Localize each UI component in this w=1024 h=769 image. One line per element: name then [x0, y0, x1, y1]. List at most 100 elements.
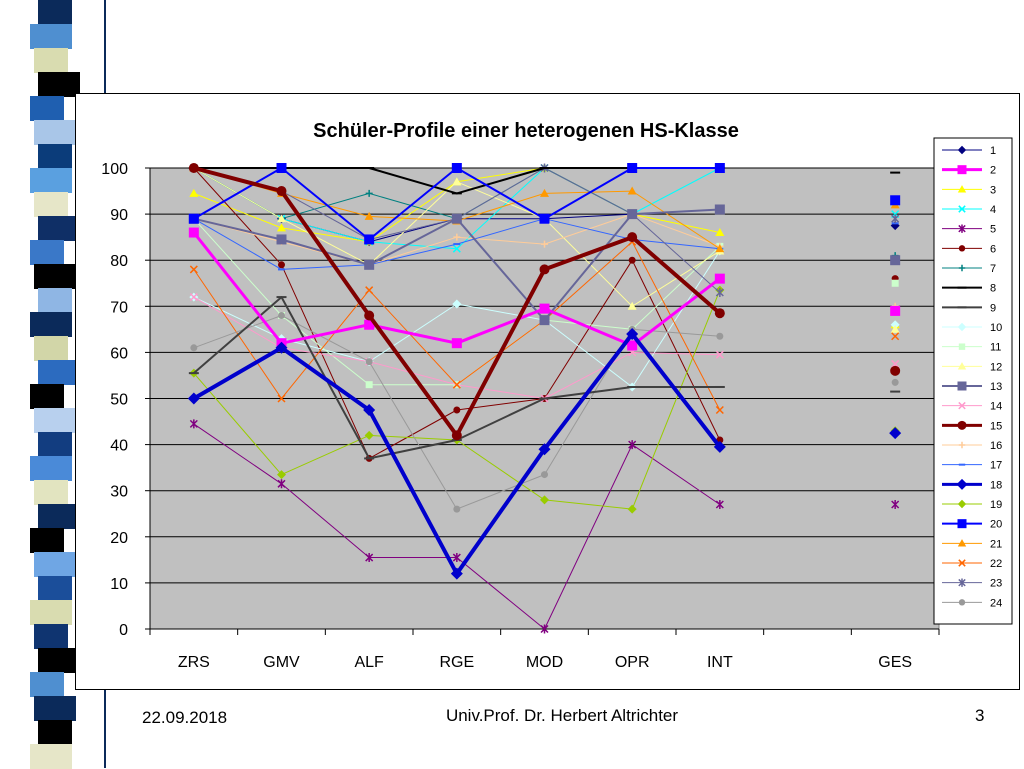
data-point [275, 341, 288, 354]
data-point [189, 419, 198, 429]
y-tick-label: 60 [110, 345, 128, 362]
data-point [278, 261, 285, 269]
strip-block [38, 72, 80, 97]
data-point [451, 338, 462, 349]
data-point [714, 308, 725, 319]
y-tick-label: 90 [110, 207, 128, 224]
y-tick-label: 20 [110, 530, 128, 547]
data-point [890, 320, 900, 330]
legend-entry-label: 10 [990, 322, 1002, 334]
data-point [713, 440, 726, 453]
legend-swatch-marker [958, 559, 966, 567]
data-point [540, 624, 549, 634]
strip-block [38, 720, 72, 745]
strip-block [38, 432, 72, 457]
data-point [278, 312, 285, 320]
data-point [365, 286, 374, 295]
y-tick-label: 80 [110, 253, 128, 270]
legend-entry-label: 12 [990, 361, 1002, 373]
data-point [451, 163, 462, 173]
x-tick-label: RGE [439, 654, 474, 671]
data-point [364, 259, 375, 270]
legend-entry-label: 19 [990, 499, 1002, 511]
data-point [277, 394, 286, 403]
data-point [190, 344, 198, 352]
strip-block [34, 696, 76, 721]
data-point [187, 392, 200, 405]
strip-block [34, 408, 76, 433]
legend-swatch-marker [957, 185, 967, 193]
data-point [715, 228, 725, 237]
data-point [365, 189, 373, 197]
legend-entry-label: 4 [990, 204, 996, 216]
strip-block [34, 120, 76, 145]
data-point [365, 553, 374, 563]
legend-entry-label: 2 [990, 165, 996, 177]
data-point [364, 319, 375, 330]
data-point [452, 553, 461, 563]
strip-block [38, 648, 80, 673]
strip-block [34, 552, 76, 577]
data-point [364, 430, 374, 440]
data-point [890, 324, 900, 333]
data-point [188, 227, 199, 238]
data-point [539, 303, 550, 314]
data-point [189, 265, 198, 274]
data-point [452, 177, 462, 186]
legend-swatch-marker [958, 599, 966, 606]
data-point [890, 365, 901, 376]
data-point [538, 443, 551, 456]
legend-entry-label: 14 [990, 401, 1002, 413]
data-point [453, 406, 461, 414]
data-point [715, 244, 725, 253]
data-point [627, 340, 638, 351]
legend-entry-label: 16 [990, 440, 1002, 452]
legend-entry-label: 18 [990, 479, 1002, 491]
data-point [626, 327, 639, 340]
data-point [277, 223, 286, 232]
series-5 [189, 419, 900, 634]
legend-swatch-marker [956, 478, 968, 490]
legend-entry-label: 13 [990, 381, 1002, 393]
strip-block [38, 144, 72, 169]
legend-swatch-marker [958, 578, 966, 587]
data-point [627, 504, 637, 514]
data-point [450, 567, 463, 580]
strip-block [38, 216, 80, 241]
data-point [364, 234, 375, 245]
page-number: 3 [975, 706, 985, 725]
strip-block [30, 672, 64, 697]
data-point [891, 214, 900, 224]
data-point [453, 233, 461, 241]
legend-swatch-marker [958, 441, 966, 449]
data-point [714, 163, 725, 173]
data-point [627, 301, 637, 310]
data-point [363, 404, 376, 417]
legend-entry-label: 5 [990, 224, 996, 236]
footer-author: Univ.Prof. Dr. Herbert Altrichter [445, 706, 679, 725]
y-tick-label: 70 [110, 299, 128, 316]
strip-block [30, 600, 72, 625]
strip-block [34, 264, 76, 289]
legend-entry-label: 11 [990, 342, 1001, 354]
data-point [277, 470, 286, 480]
series-20 [188, 163, 901, 245]
strip-block [34, 48, 68, 73]
legend-entry-label: 1 [990, 145, 996, 157]
data-point [541, 471, 548, 479]
legend-entry-label: 21 [990, 538, 1002, 550]
data-point [540, 188, 549, 197]
data-point [891, 500, 900, 510]
data-point [364, 211, 374, 220]
data-point [453, 505, 461, 513]
strip-block [34, 336, 68, 361]
data-point [539, 264, 550, 275]
legend-entry-label: 7 [990, 263, 996, 275]
strip-block [30, 24, 72, 49]
x-tick-label: GMV [263, 654, 300, 671]
legend-swatch-marker [958, 224, 966, 233]
data-point [276, 186, 287, 197]
strip-block [38, 288, 72, 313]
legend-swatch-marker [957, 420, 967, 430]
data-point [276, 234, 287, 245]
